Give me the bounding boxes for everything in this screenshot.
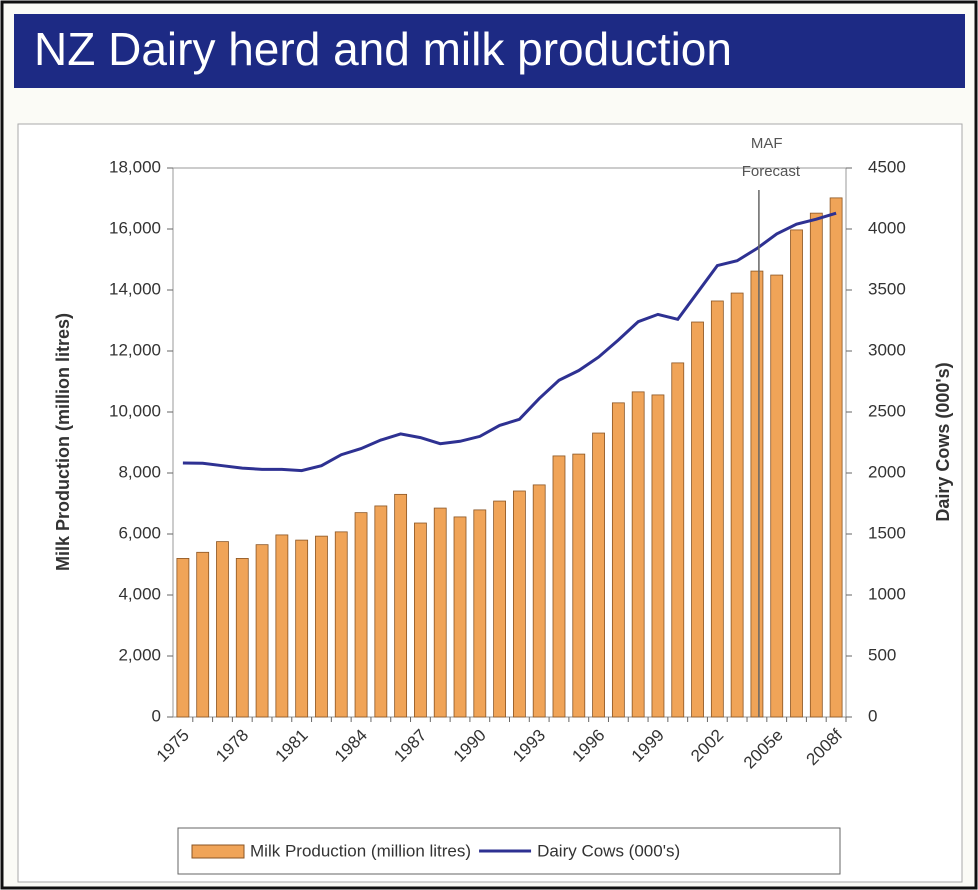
annotation: MAF bbox=[751, 135, 783, 152]
bar bbox=[235, 558, 249, 718]
bar bbox=[374, 505, 388, 718]
bar bbox=[176, 558, 190, 718]
bar bbox=[532, 484, 546, 718]
y2-tick-label: 0 bbox=[868, 706, 877, 725]
bar bbox=[770, 274, 784, 718]
bar bbox=[315, 535, 328, 718]
y-axis-label: Milk Production (million litres) bbox=[53, 313, 73, 571]
y2-tick-label: 3500 bbox=[868, 279, 906, 298]
bar bbox=[671, 362, 685, 718]
y2-tick-label: 4000 bbox=[868, 218, 906, 237]
y2-tick-label: 2500 bbox=[868, 401, 906, 420]
y-tick-label: 12,000 bbox=[109, 340, 161, 359]
bar bbox=[730, 292, 744, 718]
bar bbox=[216, 541, 229, 718]
y2-tick-label: 1000 bbox=[868, 584, 906, 603]
y-tick-label: 2,000 bbox=[118, 645, 161, 664]
bar bbox=[552, 455, 566, 718]
y-tick-label: 4,000 bbox=[118, 584, 161, 603]
bar bbox=[790, 229, 803, 718]
y2-tick-label: 500 bbox=[868, 645, 896, 664]
bar bbox=[414, 522, 427, 718]
bar bbox=[473, 509, 487, 718]
bar bbox=[829, 197, 843, 718]
y-tick-label: 6,000 bbox=[118, 523, 161, 542]
y2-tick-label: 4500 bbox=[868, 157, 906, 176]
y2-tick-label: 3000 bbox=[868, 340, 906, 359]
y-tick-label: 0 bbox=[152, 706, 161, 725]
annotation: Forecast bbox=[742, 163, 801, 180]
bar bbox=[493, 500, 507, 718]
chart-title: NZ Dairy herd and milk production bbox=[34, 23, 732, 75]
bar bbox=[255, 544, 269, 718]
y2-tick-label: 1500 bbox=[868, 523, 906, 542]
bar bbox=[433, 507, 447, 718]
y-tick-label: 8,000 bbox=[118, 462, 161, 481]
y-tick-label: 18,000 bbox=[109, 157, 161, 176]
bar bbox=[631, 391, 645, 718]
bar bbox=[275, 534, 289, 718]
bar bbox=[334, 531, 348, 718]
bar bbox=[691, 321, 704, 718]
bar bbox=[651, 394, 665, 718]
bar bbox=[572, 453, 586, 718]
bar bbox=[710, 300, 724, 718]
bar bbox=[611, 402, 625, 718]
plot-area bbox=[172, 167, 847, 718]
y-tick-label: 10,000 bbox=[109, 401, 161, 420]
legend-label: Dairy Cows (000's) bbox=[537, 841, 680, 860]
bar bbox=[394, 493, 408, 718]
bar bbox=[196, 551, 210, 718]
bar bbox=[453, 516, 467, 718]
line bbox=[182, 211, 837, 473]
y-tick-label: 16,000 bbox=[109, 218, 161, 237]
legend-swatch bbox=[191, 844, 245, 859]
y2-tick-label: 2000 bbox=[868, 462, 906, 481]
bar bbox=[809, 212, 823, 718]
bar bbox=[354, 512, 368, 718]
y2-axis-label: Dairy Cows (000's) bbox=[933, 362, 953, 521]
bar bbox=[295, 539, 309, 718]
bar bbox=[592, 432, 605, 718]
title-banner bbox=[14, 14, 965, 88]
bar bbox=[512, 490, 526, 718]
legend-label: Milk Production (million litres) bbox=[250, 841, 471, 860]
y-tick-label: 14,000 bbox=[109, 279, 161, 298]
bar bbox=[750, 270, 764, 718]
